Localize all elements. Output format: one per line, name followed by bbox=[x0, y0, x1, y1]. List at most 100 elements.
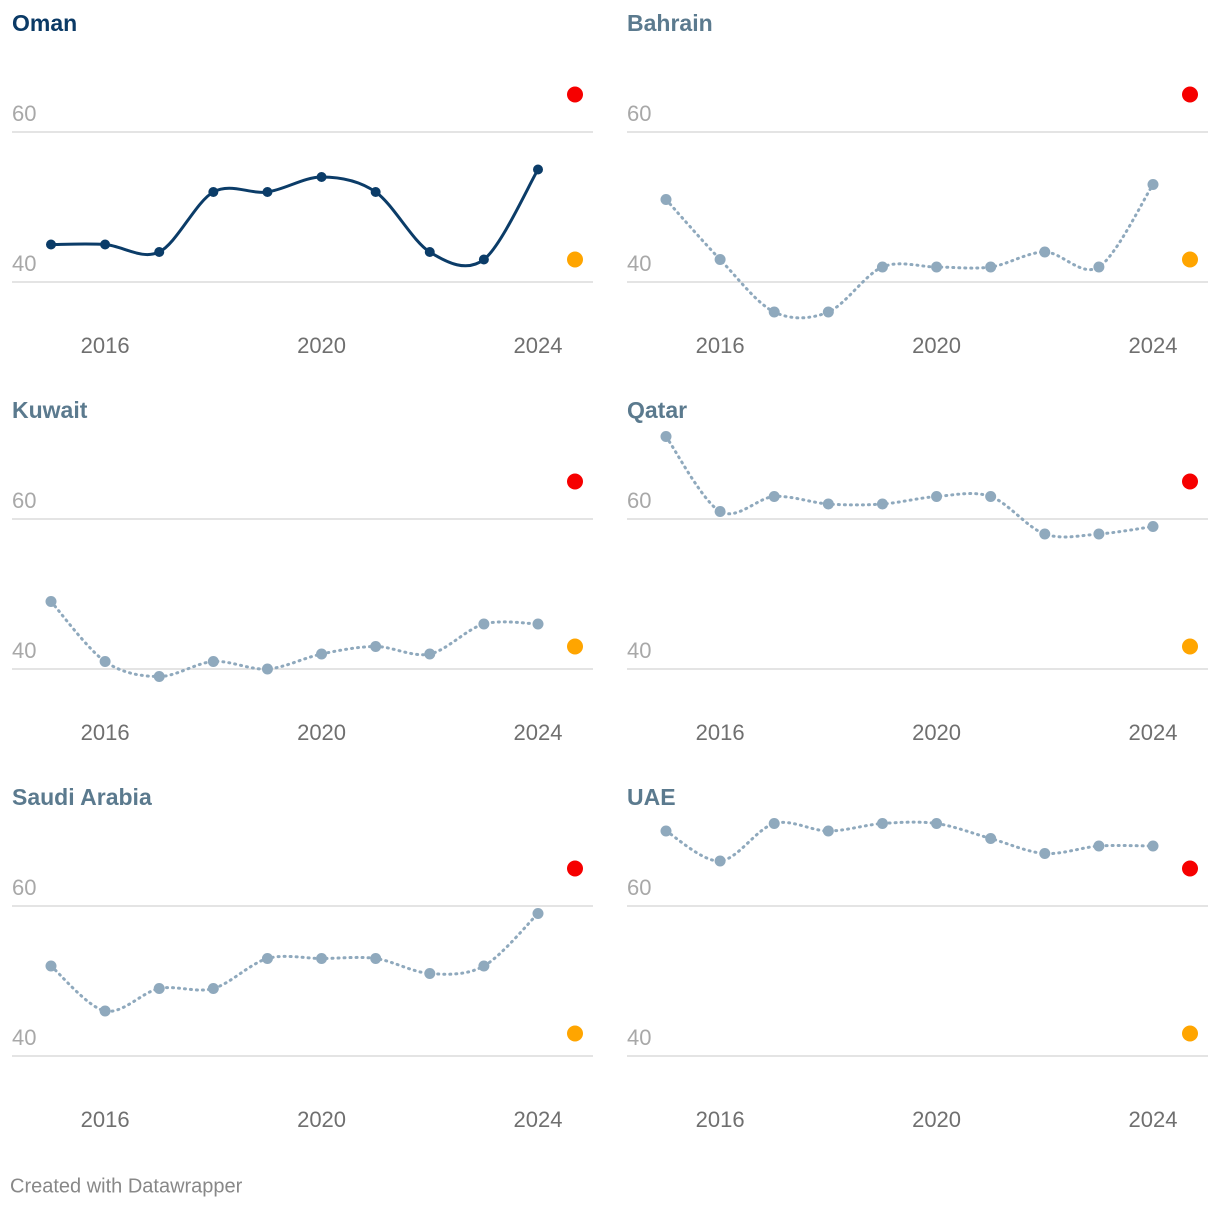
point bbox=[424, 247, 435, 257]
point bbox=[262, 187, 273, 197]
reference-marker bbox=[567, 86, 583, 103]
x-tick-label: 2020 bbox=[912, 1107, 961, 1132]
x-tick-label: 2020 bbox=[297, 333, 346, 358]
point bbox=[876, 818, 888, 829]
y-tick-label: 40 bbox=[12, 638, 36, 663]
reference-marker bbox=[1182, 860, 1198, 877]
point bbox=[154, 247, 165, 257]
point bbox=[370, 641, 382, 652]
y-tick-label: 40 bbox=[627, 251, 651, 276]
point bbox=[985, 833, 997, 844]
point bbox=[1039, 246, 1051, 258]
point bbox=[532, 908, 544, 919]
x-tick-label: 2020 bbox=[912, 333, 961, 358]
y-tick-label: 60 bbox=[627, 101, 651, 126]
x-tick-label: 2016 bbox=[81, 1107, 130, 1132]
point bbox=[478, 618, 490, 630]
reference-marker bbox=[567, 473, 583, 490]
point bbox=[1147, 840, 1159, 852]
point bbox=[876, 498, 888, 510]
reference-marker bbox=[1182, 86, 1198, 103]
point bbox=[207, 656, 219, 667]
point bbox=[532, 618, 544, 630]
point bbox=[1147, 521, 1159, 532]
point bbox=[714, 506, 726, 517]
point bbox=[153, 983, 165, 994]
point bbox=[714, 254, 726, 265]
point bbox=[822, 498, 834, 510]
line bbox=[664, 820, 1155, 863]
point bbox=[660, 194, 672, 205]
x-tick-label: 2024 bbox=[514, 333, 563, 358]
panel-title: Kuwait bbox=[12, 397, 88, 423]
y-tick-label: 40 bbox=[12, 251, 36, 276]
point bbox=[768, 306, 780, 318]
x-tick-label: 2024 bbox=[514, 1107, 563, 1132]
y-tick-label: 60 bbox=[12, 875, 36, 900]
reference-marker bbox=[1182, 1025, 1198, 1042]
credit: Created with Datawrapper bbox=[10, 1175, 243, 1197]
point bbox=[931, 491, 943, 502]
point bbox=[261, 953, 273, 964]
y-tick-label: 60 bbox=[627, 488, 651, 513]
x-tick-label: 2024 bbox=[514, 720, 563, 745]
reference-marker bbox=[567, 1025, 583, 1042]
y-tick-label: 60 bbox=[12, 488, 36, 513]
x-tick-label: 2024 bbox=[1129, 720, 1178, 745]
panel-title: Oman bbox=[12, 10, 77, 36]
x-tick-label: 2016 bbox=[696, 1107, 745, 1132]
panel-title: UAE bbox=[627, 784, 676, 810]
reference-marker bbox=[567, 860, 583, 877]
line bbox=[49, 168, 540, 268]
point bbox=[478, 254, 489, 265]
reference-marker bbox=[1182, 638, 1198, 655]
point bbox=[478, 960, 490, 972]
panel: UAE 40 60 2016 2020 2024 bbox=[627, 784, 1208, 1132]
point bbox=[424, 968, 436, 979]
point bbox=[985, 491, 997, 502]
x-tick-label: 2016 bbox=[81, 333, 130, 358]
panel: Qatar 40 60 2016 2020 2024 bbox=[627, 397, 1208, 745]
point bbox=[931, 818, 943, 829]
x-tick-label: 2016 bbox=[696, 720, 745, 745]
y-tick-label: 40 bbox=[627, 1025, 651, 1050]
point bbox=[316, 648, 328, 660]
point bbox=[822, 306, 834, 318]
line bbox=[664, 435, 1155, 539]
x-tick-label: 2016 bbox=[81, 720, 130, 745]
point bbox=[768, 818, 780, 829]
point bbox=[370, 187, 381, 197]
point bbox=[261, 663, 273, 675]
reference-marker bbox=[567, 638, 583, 655]
panel: Saudi Arabia 40 60 2016 2020 2024 bbox=[12, 784, 593, 1132]
point bbox=[1039, 528, 1051, 540]
point bbox=[45, 960, 57, 972]
y-tick-label: 40 bbox=[12, 1025, 36, 1050]
x-tick-label: 2020 bbox=[912, 720, 961, 745]
point bbox=[533, 164, 543, 175]
panel-title: Qatar bbox=[627, 397, 687, 423]
reference-marker bbox=[1182, 251, 1198, 268]
point bbox=[1093, 261, 1105, 273]
line bbox=[664, 183, 1155, 320]
point bbox=[1093, 840, 1105, 852]
point bbox=[1093, 528, 1105, 540]
x-tick-label: 2024 bbox=[1129, 333, 1178, 358]
point bbox=[1039, 848, 1051, 859]
point bbox=[660, 825, 672, 837]
point bbox=[822, 825, 834, 837]
point bbox=[45, 596, 57, 607]
panel: Kuwait 40 60 2016 2020 2024 bbox=[12, 397, 593, 745]
point bbox=[207, 983, 219, 994]
x-tick-label: 2020 bbox=[297, 1107, 346, 1132]
y-tick-label: 40 bbox=[627, 638, 651, 663]
y-tick-label: 60 bbox=[627, 875, 651, 900]
point bbox=[931, 261, 943, 273]
panel-title: Bahrain bbox=[627, 10, 713, 36]
point bbox=[370, 953, 382, 964]
x-tick-label: 2020 bbox=[297, 720, 346, 745]
point bbox=[99, 656, 111, 667]
x-tick-label: 2024 bbox=[1129, 1107, 1178, 1132]
reference-marker bbox=[1182, 473, 1198, 490]
